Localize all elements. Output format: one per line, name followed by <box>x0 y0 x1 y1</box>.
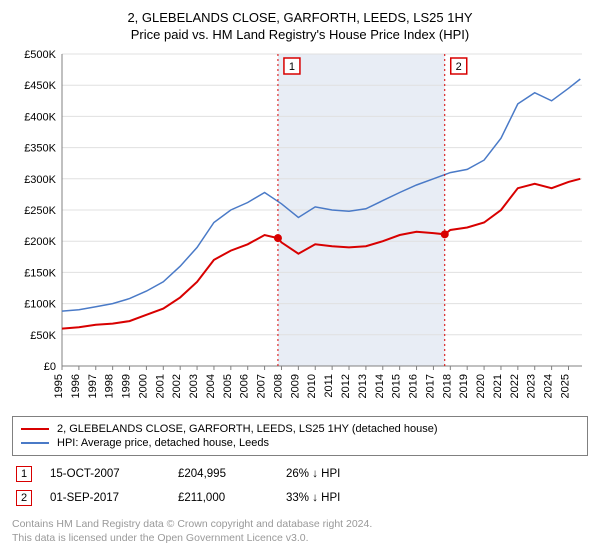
svg-text:2024: 2024 <box>543 374 555 398</box>
legend-swatch <box>21 442 49 444</box>
svg-text:2019: 2019 <box>458 374 470 398</box>
sale-date: 15-OCT-2007 <box>50 468 160 480</box>
svg-text:1997: 1997 <box>87 374 99 398</box>
svg-text:2003: 2003 <box>188 374 200 398</box>
svg-text:£150K: £150K <box>24 267 56 279</box>
svg-text:2022: 2022 <box>509 374 521 398</box>
svg-text:2009: 2009 <box>289 374 301 398</box>
svg-text:2006: 2006 <box>239 374 251 398</box>
sale-price: £211,000 <box>178 492 268 504</box>
svg-text:2008: 2008 <box>272 374 284 398</box>
svg-text:2013: 2013 <box>357 374 369 398</box>
sale-row: 2 01-SEP-2017 £211,000 33% ↓ HPI <box>12 488 588 512</box>
svg-text:1996: 1996 <box>70 374 82 398</box>
sale-date: 01-SEP-2017 <box>50 492 160 504</box>
svg-text:2023: 2023 <box>526 374 538 398</box>
sale-diff: 26% ↓ HPI <box>286 468 396 480</box>
svg-text:1999: 1999 <box>121 374 133 398</box>
sales-table: 1 15-OCT-2007 £204,995 26% ↓ HPI 2 01-SEP-201… <box>12 464 588 512</box>
svg-text:£200K: £200K <box>24 236 56 248</box>
title-block: 2, GLEBELANDS CLOSE, GARFORTH, LEEDS, LS… <box>12 10 588 42</box>
sale-marker-box: 2 <box>16 490 32 506</box>
svg-text:£400K: £400K <box>24 111 56 123</box>
svg-text:2004: 2004 <box>205 374 217 398</box>
svg-text:2020: 2020 <box>475 374 487 398</box>
svg-text:1998: 1998 <box>104 374 116 398</box>
svg-text:1: 1 <box>289 61 295 73</box>
sale-row: 1 15-OCT-2007 £204,995 26% ↓ HPI <box>12 464 588 488</box>
svg-text:£450K: £450K <box>24 80 56 92</box>
footer-attribution: Contains HM Land Registry data © Crown c… <box>12 518 588 545</box>
footer-line-1: Contains HM Land Registry data © Crown c… <box>12 518 588 532</box>
line-chart-svg: £0 £50K £100K £150K £200K £250K £300K £350K £400… <box>12 48 588 408</box>
svg-text:2011: 2011 <box>323 374 335 398</box>
legend-item: HPI: Average price, detached house, Leed… <box>21 436 579 450</box>
sale-diff: 33% ↓ HPI <box>286 492 396 504</box>
svg-text:1995: 1995 <box>53 374 65 398</box>
footer-line-2: This data is licensed under the Open Gov… <box>12 532 588 546</box>
svg-text:2016: 2016 <box>408 374 420 398</box>
chart-title: 2, GLEBELANDS CLOSE, GARFORTH, LEEDS, LS… <box>12 10 588 25</box>
svg-text:2025: 2025 <box>559 374 571 398</box>
svg-text:2018: 2018 <box>441 374 453 398</box>
svg-text:2010: 2010 <box>306 374 318 398</box>
svg-text:2015: 2015 <box>391 374 403 398</box>
sale-price: £204,995 <box>178 468 268 480</box>
svg-text:2017: 2017 <box>424 374 436 398</box>
legend-label: 2, GLEBELANDS CLOSE, GARFORTH, LEEDS, LS… <box>57 423 438 435</box>
svg-text:2014: 2014 <box>374 374 386 398</box>
legend-swatch <box>21 428 49 430</box>
svg-text:2012: 2012 <box>340 374 352 398</box>
svg-text:2007: 2007 <box>256 374 268 398</box>
svg-text:£100K: £100K <box>24 299 56 311</box>
svg-text:£250K: £250K <box>24 205 56 217</box>
svg-text:£300K: £300K <box>24 174 56 186</box>
legend-label: HPI: Average price, detached house, Leed… <box>57 437 269 449</box>
svg-text:£0: £0 <box>44 361 56 373</box>
svg-text:£500K: £500K <box>24 49 56 61</box>
legend: 2, GLEBELANDS CLOSE, GARFORTH, LEEDS, LS… <box>12 416 588 456</box>
svg-text:£50K: £50K <box>30 330 56 342</box>
svg-text:2001: 2001 <box>154 374 166 398</box>
legend-item: 2, GLEBELANDS CLOSE, GARFORTH, LEEDS, LS… <box>21 422 579 436</box>
svg-text:2021: 2021 <box>492 374 504 398</box>
svg-text:£350K: £350K <box>24 143 56 155</box>
chart: £0 £50K £100K £150K £200K £250K £300K £350K £400… <box>12 48 588 408</box>
svg-text:2002: 2002 <box>171 374 183 398</box>
sale-marker-box: 1 <box>16 466 32 482</box>
chart-subtitle: Price paid vs. HM Land Registry's House … <box>12 27 588 42</box>
svg-text:2005: 2005 <box>222 374 234 398</box>
svg-text:2000: 2000 <box>137 374 149 398</box>
svg-text:2: 2 <box>456 61 462 73</box>
